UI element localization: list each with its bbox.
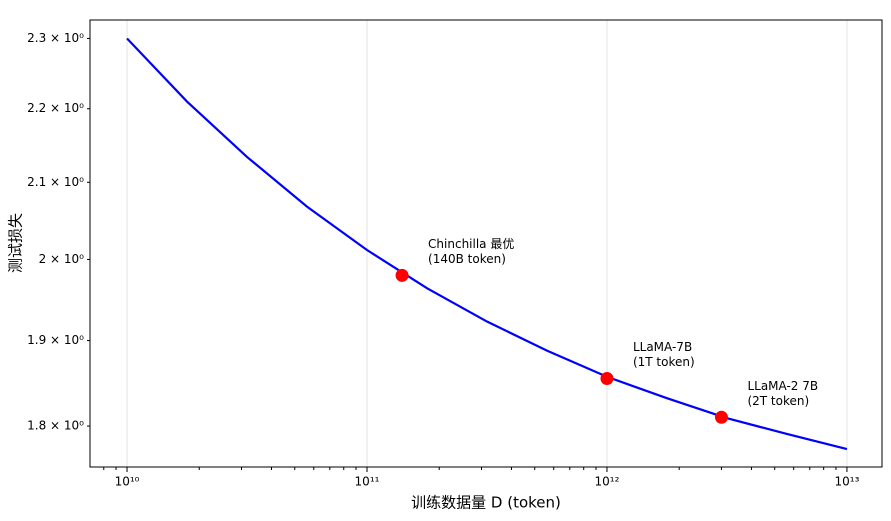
plot-frame: [89, 19, 883, 468]
y-tick-label: 2.1 × 10⁰: [27, 175, 84, 189]
x-axis-label: 训练数据量 D (token): [411, 494, 561, 512]
point-label: (2T token): [747, 394, 809, 408]
point-label: Chinchilla 最优: [428, 237, 514, 251]
x-tick-label: 10¹¹: [355, 475, 380, 489]
y-tick-label: 2 × 10⁰: [39, 252, 85, 266]
y-axis-label: 测试损失: [7, 213, 25, 273]
y-tick-label: 1.8 × 10⁰: [27, 419, 84, 433]
x-tick-label: 10¹⁰: [115, 475, 140, 489]
x-tick-label: 10¹³: [834, 475, 859, 489]
x-tick-label: 10¹²: [595, 475, 620, 489]
point: [395, 268, 409, 282]
point-label: (140B token): [428, 252, 506, 266]
point-label: LLaMA-7B: [633, 340, 692, 354]
point: [714, 410, 728, 424]
y-tick-label: 2.3 × 10⁰: [27, 31, 84, 45]
point: [600, 371, 614, 385]
y-tick-label: 2.2 × 10⁰: [27, 101, 84, 115]
point-label: LLaMA-2 7B: [747, 379, 818, 393]
y-tick-label: 1.9 × 10⁰: [27, 333, 84, 347]
point-label: (1T token): [633, 355, 695, 369]
